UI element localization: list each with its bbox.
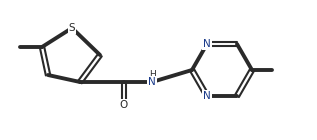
Text: N: N xyxy=(203,39,211,49)
Text: N: N xyxy=(148,77,156,87)
Text: N: N xyxy=(203,91,211,101)
Text: H: H xyxy=(149,69,155,79)
Text: S: S xyxy=(69,23,75,33)
Text: O: O xyxy=(120,100,128,110)
